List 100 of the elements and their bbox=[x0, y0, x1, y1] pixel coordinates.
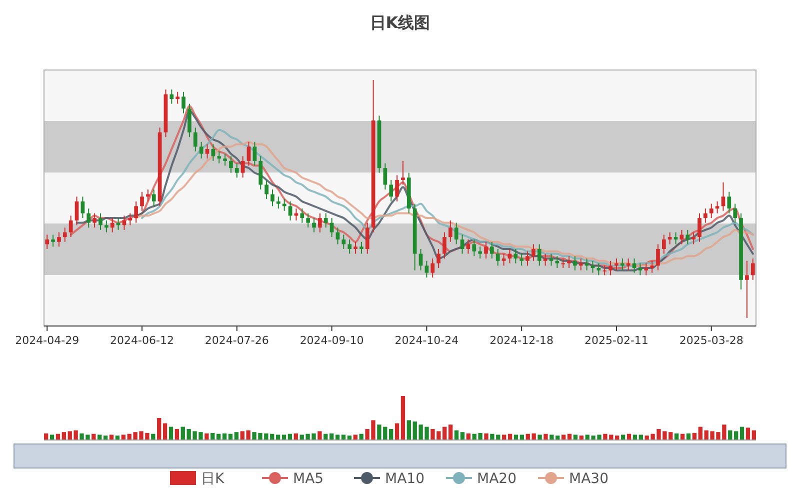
candlestick bbox=[193, 127, 198, 152]
bar bbox=[734, 431, 738, 440]
candlestick bbox=[436, 248, 440, 269]
candlestick bbox=[324, 212, 328, 228]
candlestick bbox=[502, 253, 506, 266]
candlestick bbox=[252, 141, 257, 166]
candlestick bbox=[240, 156, 245, 178]
candlestick bbox=[727, 191, 732, 214]
legend-label: MA20 bbox=[477, 471, 516, 487]
candlestick bbox=[442, 232, 446, 259]
candlestick bbox=[745, 260, 749, 318]
candlestick bbox=[306, 212, 310, 228]
candlestick bbox=[472, 238, 476, 257]
candlestick bbox=[342, 234, 346, 250]
candlestick bbox=[92, 212, 96, 228]
legend-label: 日K bbox=[201, 471, 225, 487]
candlestick bbox=[217, 150, 222, 164]
candlestick bbox=[74, 196, 79, 226]
candlestick bbox=[389, 179, 394, 202]
x-tick-label: 2024-12-18 bbox=[490, 334, 554, 347]
candlestick bbox=[348, 238, 352, 254]
x-tick-label: 2024-09-10 bbox=[300, 334, 364, 347]
x-tick-label: 2024-10-24 bbox=[394, 334, 459, 347]
candlestick bbox=[662, 234, 666, 254]
candlestick bbox=[330, 218, 334, 238]
bar bbox=[448, 424, 453, 440]
candlestick bbox=[182, 91, 186, 114]
bar bbox=[157, 418, 162, 440]
bar bbox=[50, 434, 54, 440]
candlestick bbox=[526, 250, 530, 266]
bar bbox=[109, 434, 114, 440]
candlestick bbox=[561, 258, 566, 269]
candlestick bbox=[750, 258, 755, 280]
candlestick bbox=[590, 260, 595, 274]
candlestick bbox=[490, 241, 494, 259]
candlestick bbox=[140, 191, 144, 212]
candlestick bbox=[354, 241, 358, 254]
bar bbox=[394, 423, 400, 440]
candlestick bbox=[733, 203, 738, 224]
candlestick bbox=[520, 253, 524, 266]
candlestick bbox=[549, 253, 554, 266]
candlestick bbox=[288, 200, 292, 221]
candlestick bbox=[360, 241, 364, 254]
bar bbox=[204, 433, 209, 440]
candlestick bbox=[484, 241, 488, 259]
candlestick bbox=[721, 182, 726, 212]
chart-title: 日K线图 bbox=[370, 13, 430, 32]
candlestick bbox=[312, 218, 316, 233]
bar bbox=[502, 434, 506, 440]
candlestick bbox=[223, 153, 227, 166]
candlestick bbox=[514, 248, 518, 264]
candlestick bbox=[152, 188, 156, 207]
candlestick bbox=[146, 188, 150, 202]
candlestick bbox=[692, 232, 696, 245]
candlestick bbox=[68, 215, 73, 238]
bar bbox=[538, 434, 542, 440]
bar bbox=[544, 434, 548, 440]
bar bbox=[318, 431, 322, 440]
candlestick bbox=[698, 212, 702, 242]
candlestick bbox=[270, 188, 274, 207]
x-tick-label: 2025-03-28 bbox=[679, 334, 744, 347]
candlestick bbox=[134, 200, 138, 224]
candlestick bbox=[638, 262, 642, 276]
bar bbox=[388, 429, 394, 440]
candlestick bbox=[110, 218, 114, 233]
bar bbox=[460, 432, 465, 440]
bar bbox=[406, 420, 412, 440]
candlestick bbox=[602, 265, 607, 276]
candlestick bbox=[104, 220, 108, 233]
candlestick bbox=[496, 248, 500, 266]
bar bbox=[162, 423, 168, 440]
candlestick bbox=[460, 234, 464, 254]
candlestick bbox=[454, 222, 458, 245]
candlestick bbox=[466, 238, 470, 254]
candlestick bbox=[128, 212, 132, 226]
candlestick bbox=[45, 234, 50, 250]
candlestick bbox=[508, 248, 512, 264]
bar bbox=[561, 434, 566, 440]
bar bbox=[180, 426, 185, 440]
candlestick bbox=[709, 203, 714, 219]
bar bbox=[740, 426, 744, 440]
candlestick bbox=[418, 248, 423, 271]
candlestick bbox=[276, 196, 280, 210]
bar bbox=[573, 434, 578, 440]
candlestick bbox=[365, 222, 370, 254]
candlestick bbox=[537, 244, 542, 266]
bar bbox=[620, 434, 626, 440]
candlestick bbox=[383, 162, 388, 190]
bar bbox=[234, 432, 239, 440]
candlestick bbox=[401, 160, 405, 186]
candlestick bbox=[176, 91, 180, 104]
bar bbox=[638, 434, 643, 440]
candlestick bbox=[424, 260, 429, 278]
candlestick bbox=[686, 229, 690, 245]
legend-label: MA30 bbox=[569, 471, 608, 487]
candlestick bbox=[715, 200, 720, 214]
bar bbox=[746, 428, 750, 440]
candlestick bbox=[86, 208, 91, 228]
bar bbox=[514, 434, 518, 440]
bar bbox=[276, 434, 280, 440]
